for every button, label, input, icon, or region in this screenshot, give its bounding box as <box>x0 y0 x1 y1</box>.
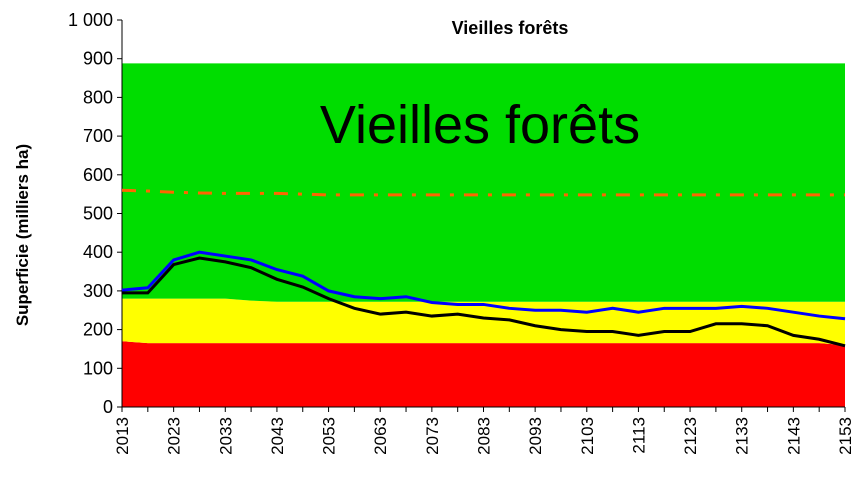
y-tick-label: 100 <box>83 358 113 378</box>
line-series <box>121 250 846 321</box>
x-tick-label: 2063 <box>371 417 390 455</box>
y-tick-label: 200 <box>83 320 113 340</box>
stacked-area <box>122 63 845 302</box>
y-tick-label: 600 <box>83 165 113 185</box>
x-tick-label: 2143 <box>784 417 803 455</box>
line-series <box>122 256 846 348</box>
x-tick-label: 2053 <box>320 417 339 455</box>
x-tick-label: 2103 <box>578 417 597 455</box>
x-tick-label: 2033 <box>216 417 235 455</box>
y-axis-label: Superficie (milliers ha) <box>13 144 32 326</box>
stacked-area <box>122 298 845 346</box>
x-tick-label: 2083 <box>475 417 494 455</box>
y-tick-label: 500 <box>83 204 113 224</box>
x-tick-label: 2073 <box>423 417 442 455</box>
line-series <box>121 188 845 197</box>
y-tick-label: 900 <box>83 49 113 69</box>
x-tick-label: 2133 <box>733 417 752 455</box>
y-tick-label: 400 <box>83 242 113 262</box>
x-tick-label: 2113 <box>629 417 648 454</box>
y-tick-label: 700 <box>83 126 113 146</box>
y-tick-label: 800 <box>83 87 113 107</box>
x-tick-label: 2123 <box>681 417 700 455</box>
annotation: Vieilles forêts <box>320 95 640 155</box>
x-tick-label: 2023 <box>165 417 184 455</box>
stacked-area <box>122 341 845 407</box>
y-tick-label: 1 000 <box>68 10 113 30</box>
y-tick-label: 0 <box>103 397 113 417</box>
x-tick-label: 2093 <box>526 417 545 455</box>
y-tick-label: 300 <box>83 281 113 301</box>
x-tick-label: 2043 <box>268 417 287 455</box>
x-tick-label: 2013 <box>113 417 132 455</box>
chart-title: Vieilles forêts <box>452 18 569 38</box>
x-tick-label: 2153 <box>836 417 855 455</box>
